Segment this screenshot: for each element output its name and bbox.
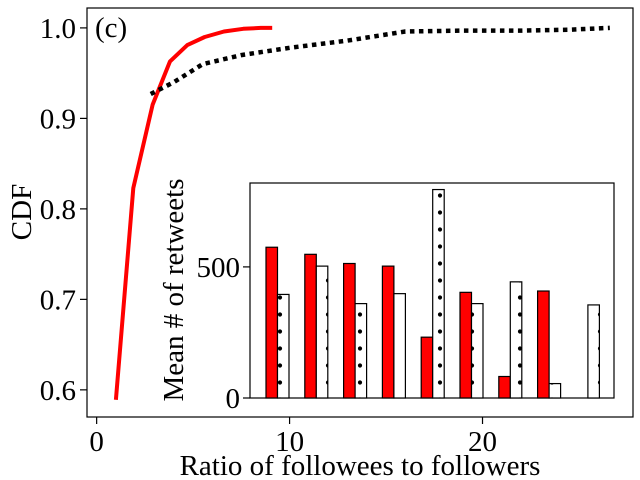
bar-dotted-6 <box>470 303 484 399</box>
series-line-solid <box>113 25 273 400</box>
bar-red-7 <box>498 375 511 399</box>
inset-bars <box>265 188 601 399</box>
bar-dotted-1 <box>276 293 290 399</box>
x-tick-label: 0 <box>89 426 104 458</box>
x-axis-label: Ratio of followees to followers <box>180 450 541 480</box>
y-tick-label: 1.0 <box>40 13 76 45</box>
bar-dotted-2 <box>315 265 329 399</box>
main-series <box>113 25 610 400</box>
y-tick-label: 0.8 <box>40 194 76 226</box>
bar-dotted-3 <box>354 303 368 399</box>
inset-y-tick-label: 500 <box>197 252 241 284</box>
bar-dotted-9 <box>587 304 601 399</box>
panel-label: (c) <box>95 12 127 44</box>
bar-red-2 <box>304 253 317 399</box>
bar-dotted-5 <box>432 188 445 399</box>
y-tick-label: 0.9 <box>40 103 76 135</box>
bar-red-1 <box>265 246 279 399</box>
bar-dotted-7 <box>509 281 523 399</box>
bar-red-6 <box>459 291 473 399</box>
bar-red-5 <box>420 336 434 399</box>
x-tick-label: 20 <box>468 426 497 458</box>
bar-dotted-4 <box>393 293 406 399</box>
bar-red-4 <box>381 265 395 399</box>
y-axis-label: CDF <box>6 184 38 240</box>
bar-red-3 <box>343 262 356 399</box>
inset-y-tick-label: 0 <box>226 383 241 415</box>
inset-ticks: 0 500 <box>197 252 250 415</box>
x-tick-label: 10 <box>275 426 304 458</box>
series-line-dotted <box>149 25 610 97</box>
inset-y-axis-label: Mean # of retweets <box>158 178 190 401</box>
y-tick-label: 0.7 <box>40 284 76 316</box>
bar-dotted-8 <box>548 382 562 399</box>
main-ticks: 0 10 20 0.6 0.7 0.8 0.9 1.0 <box>40 13 497 458</box>
bar-red-8 <box>536 290 550 399</box>
y-tick-label: 0.6 <box>40 375 76 407</box>
